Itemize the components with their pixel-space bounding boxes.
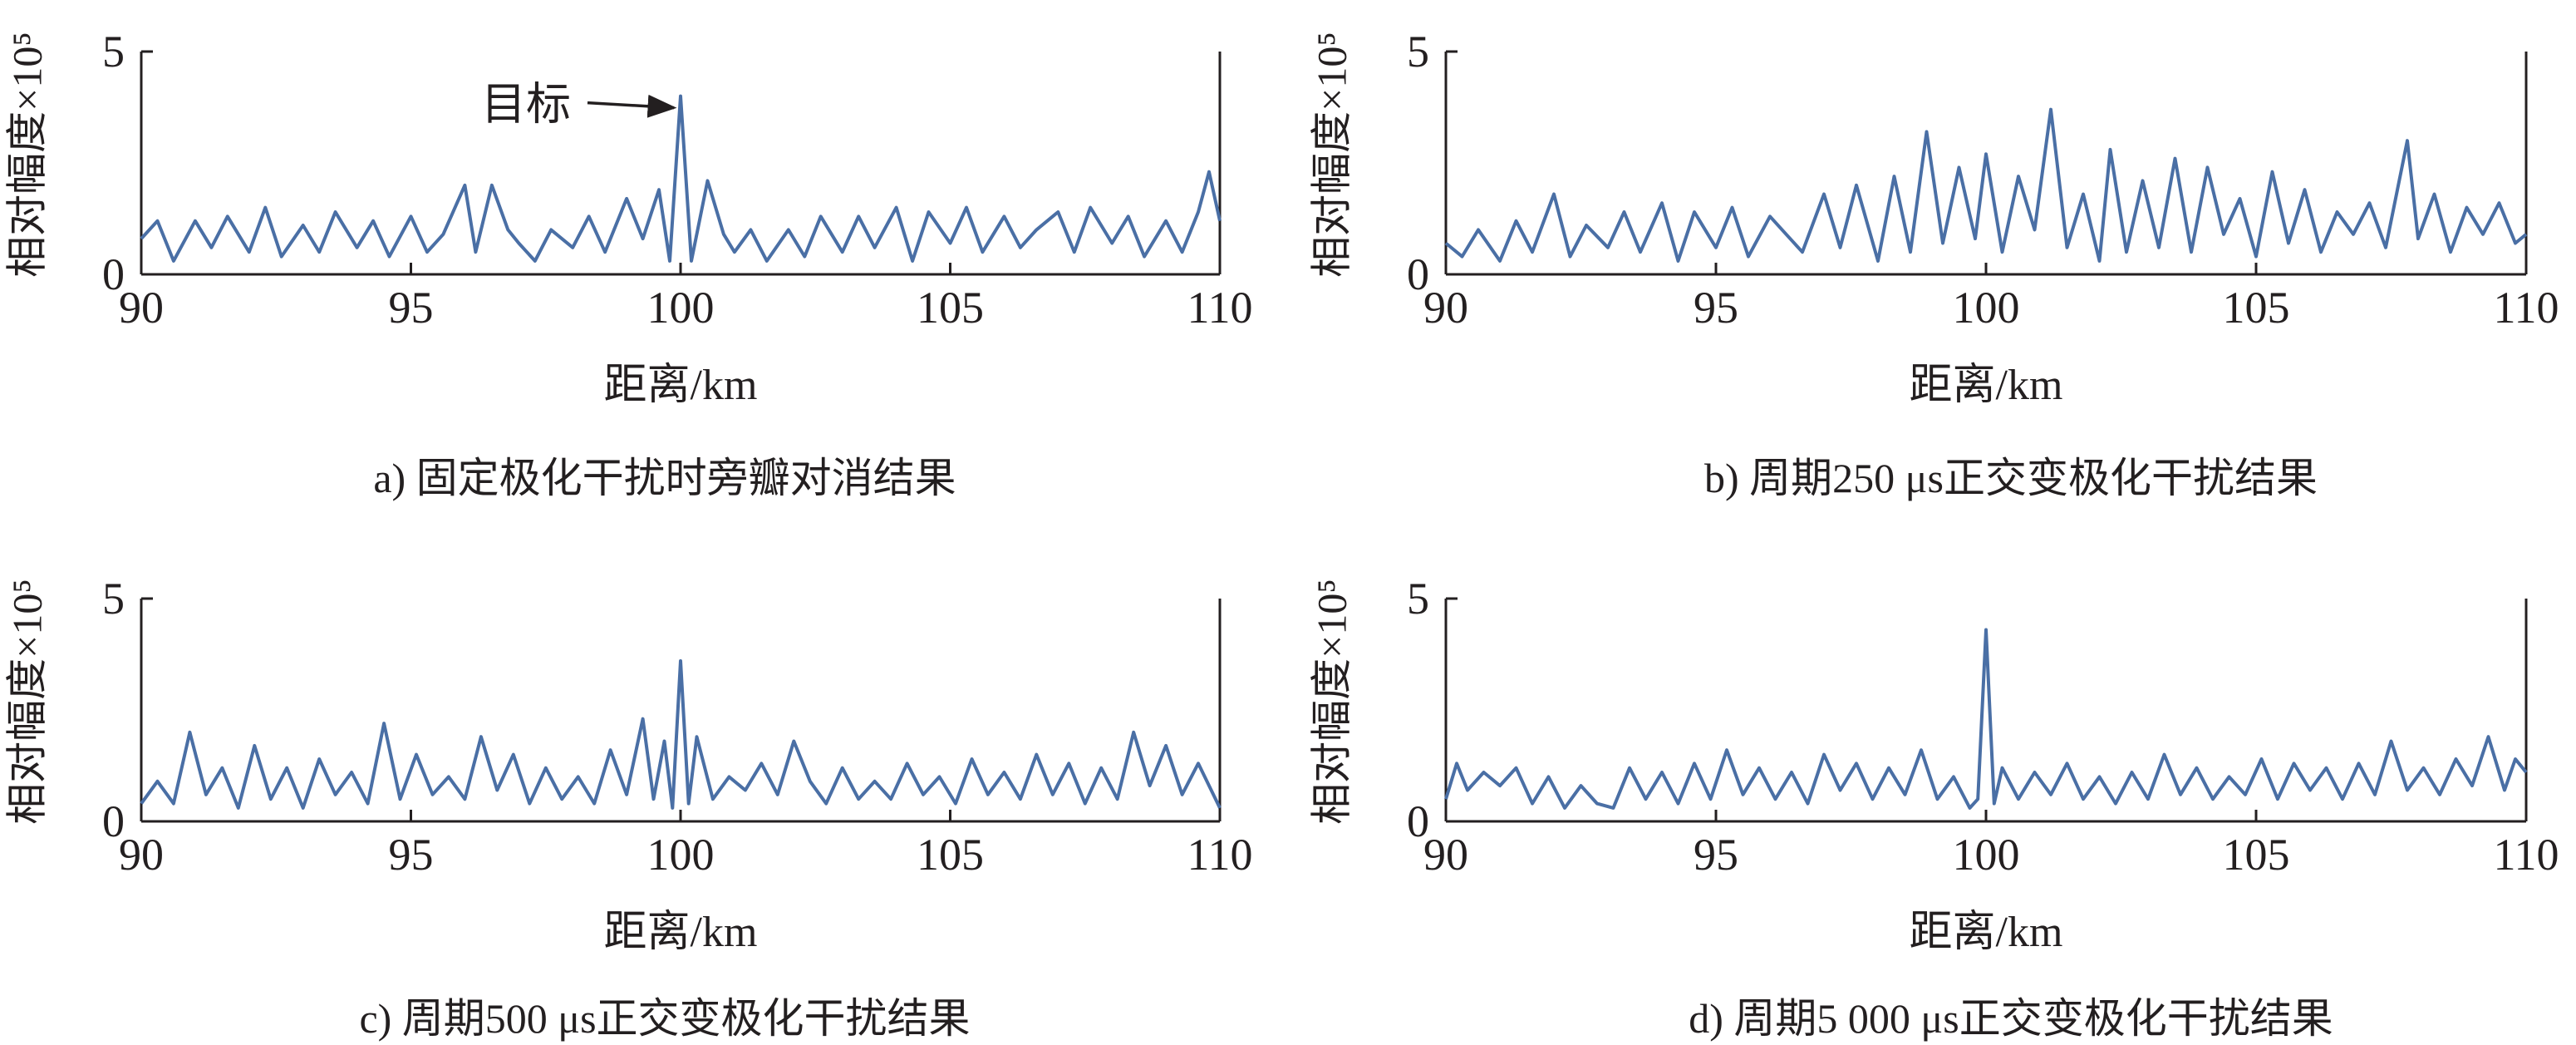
y-axis-label: 相对幅度×10⁵: [3, 32, 50, 278]
x-axis-label: 距离/km: [604, 362, 758, 409]
x-axis-label: 距离/km: [604, 909, 758, 956]
x-axis-label: 距离/km: [1910, 909, 2063, 956]
x-tick-label: 105: [2223, 283, 2290, 333]
x-tick-label: 110: [2494, 830, 2559, 880]
y-tick-label: 0: [102, 249, 125, 299]
x-tick-label: 95: [1694, 283, 1738, 333]
x-tick-label: 100: [647, 830, 715, 880]
y-tick-label: 0: [1407, 796, 1429, 846]
panel-b: 90 95 100 105 110 0 5 距离/km 相对幅度×10⁵: [1308, 27, 2559, 409]
x-tick-label: 110: [1187, 283, 1253, 333]
x-tick-label: 90: [1423, 283, 1468, 333]
x-tick-label: 95: [1694, 830, 1738, 880]
x-tick-label: 110: [1187, 830, 1253, 880]
x-tick-label: 110: [2494, 283, 2559, 333]
series-line: [1444, 107, 2528, 263]
caption-d: d) 周期5 000 μs正交变极化干扰结果: [1689, 995, 2333, 1042]
x-tick-label: 90: [1423, 830, 1468, 880]
y-axis-label: 相对幅度×10⁵: [3, 579, 50, 825]
x-tick-label: 100: [1953, 830, 2020, 880]
panel-d: 90 95 100 105 110 0 5 距离/km 相对幅度×10⁵: [1308, 574, 2559, 956]
series-line: [140, 94, 1222, 263]
annotation-arrow: [587, 94, 677, 118]
x-tick-label: 105: [917, 830, 984, 880]
x-axis-label: 距离/km: [1910, 362, 2063, 409]
y-tick-label: 5: [1407, 27, 1429, 76]
x-tick-label: 100: [647, 283, 715, 333]
x-tick-label: 100: [1953, 283, 2020, 333]
caption-b: b) 周期250 μs正交变极化干扰结果: [1704, 455, 2318, 501]
y-tick-label: 0: [102, 796, 125, 846]
x-tick-label: 90: [119, 283, 164, 333]
y-tick-label: 5: [102, 27, 125, 76]
y-tick-label: 0: [1407, 249, 1429, 299]
y-tick-label: 5: [1407, 574, 1429, 624]
panel-c: 90 95 100 105 110 0 5 距离/km 相对幅度×10⁵: [3, 574, 1252, 956]
series-line: [140, 659, 1222, 810]
x-tick-label: 95: [389, 830, 434, 880]
caption-c: c) 周期500 μs正交变极化干扰结果: [359, 995, 971, 1042]
x-tick-label: 105: [917, 283, 984, 333]
y-tick-label: 5: [102, 574, 125, 624]
x-tick-label: 105: [2223, 830, 2290, 880]
x-tick-label: 90: [119, 830, 164, 880]
y-axis-label: 相对幅度×10⁵: [1308, 32, 1354, 278]
series-line: [1444, 628, 2528, 810]
y-axis-label: 相对幅度×10⁵: [1308, 579, 1354, 825]
annotation-label: 目标: [481, 80, 571, 130]
caption-a: a) 固定极化干扰时旁瓣对消结果: [373, 455, 956, 501]
x-tick-label: 95: [389, 283, 434, 333]
panel-a: 90 95 100 105 110 0 5 距离/km 相对幅度×10⁵ 目标: [3, 27, 1252, 409]
